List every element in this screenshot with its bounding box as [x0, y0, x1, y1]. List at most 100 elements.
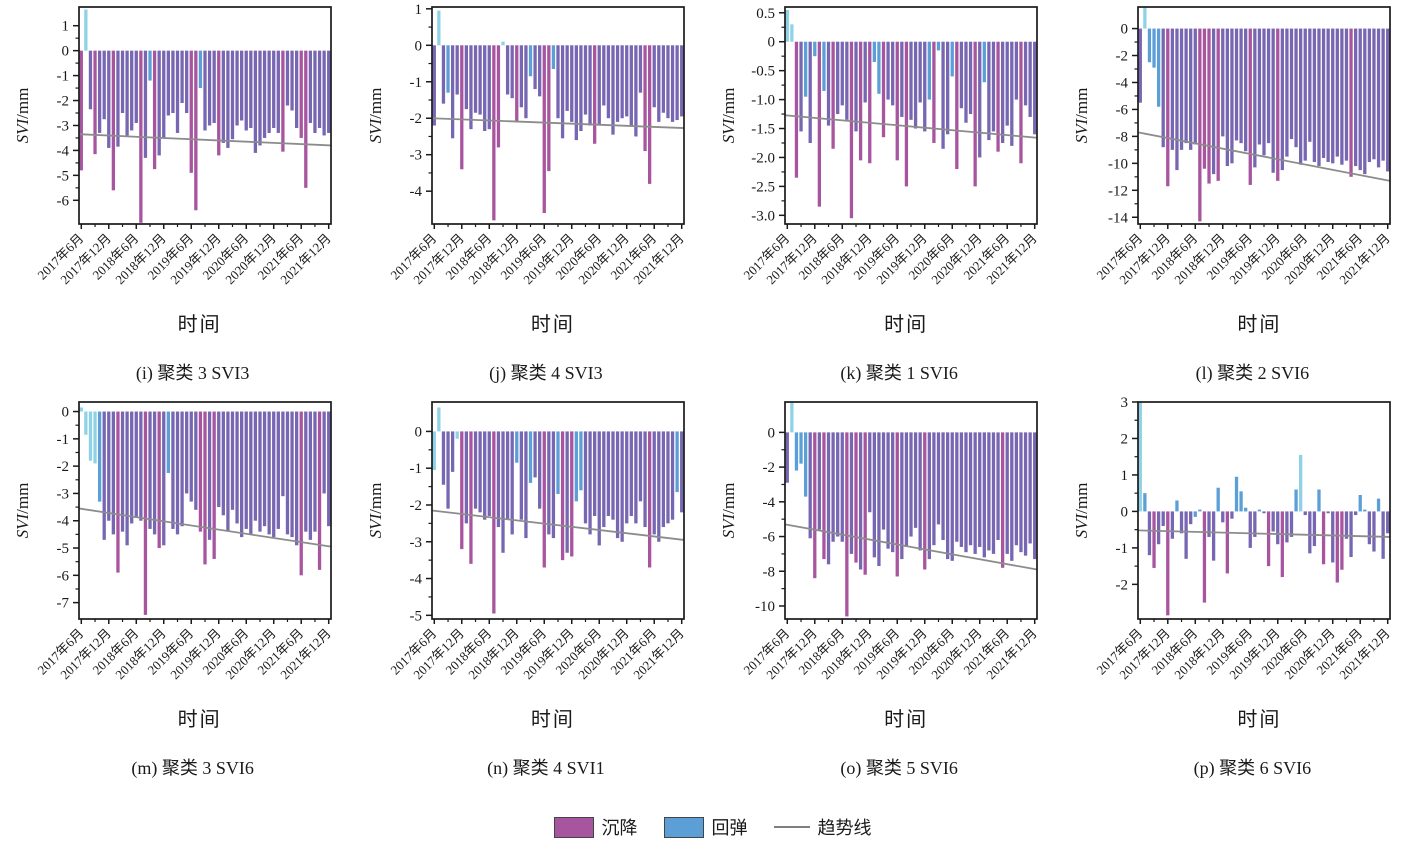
- svg-text:0: 0: [768, 35, 776, 51]
- svg-text:-2: -2: [1116, 49, 1129, 65]
- svg-text:0: 0: [414, 424, 422, 440]
- svg-text:-2: -2: [56, 459, 69, 475]
- chart-cell-m: 0 -1 -2 -3 -4 -5 -6 -7 2017年6月 2017年12月 2018年6月 201…: [6, 395, 359, 780]
- legend-item-subsidence: 沉降: [553, 814, 638, 840]
- x-axis-title: 时间: [177, 314, 222, 336]
- svg-text:-4: -4: [409, 572, 422, 588]
- legend-label-subsidence: 沉降: [601, 818, 638, 838]
- svg-text:1: 1: [1121, 468, 1129, 484]
- svg-text:-4: -4: [1116, 75, 1129, 91]
- x-axis-title: 时间: [1237, 314, 1282, 336]
- svg-text:3: 3: [1121, 395, 1129, 411]
- svg-text:-2: -2: [56, 94, 69, 110]
- chart-caption-o: (o) 聚类 5 SVI6: [840, 758, 958, 778]
- svg-text:-1.5: -1.5: [751, 122, 775, 138]
- chart-caption-k: (k) 聚类 1 SVI6: [840, 363, 958, 383]
- x-axis-title: 时间: [884, 709, 929, 731]
- chart-plot-k: 0.50-0.5-1.0-1.5-2.0-2.5-3.02017年6月2017年…: [719, 6, 1040, 287]
- svg-text:-2: -2: [1116, 577, 1129, 593]
- svg-text:SVI/mm: SVI/mm: [366, 88, 385, 144]
- svg-text:-5: -5: [409, 608, 422, 624]
- x-axis-title: 时间: [177, 709, 222, 731]
- chart-plot-m: 0-1-2-3-4-5-6-72017年6月2017年12月2018年6月201…: [13, 401, 333, 682]
- svg-text:-1.0: -1.0: [751, 93, 775, 109]
- svg-text:0.5: 0.5: [756, 6, 775, 22]
- legend-item-rebound: 回弹: [663, 814, 748, 840]
- svg-text:-10: -10: [1108, 156, 1128, 172]
- chart-plot-j: 10-1-2-3-42017年6月2017年12月2018年6月2018年12月…: [366, 2, 687, 287]
- chart-cell-o: 0 -2 -4 -6 -8 -10 2017年6月 2017年12月 2018年6月 2018年1…: [713, 395, 1066, 780]
- chart-plot-o: 0-2-4-6-8-102017年6月2017年12月2018年6月2018年1…: [719, 401, 1040, 682]
- svg-text:1: 1: [61, 19, 69, 35]
- svg-text:-4: -4: [763, 495, 776, 511]
- svg-text:-4: -4: [56, 514, 69, 530]
- trend-line-sample: [773, 826, 810, 828]
- svg-text:0: 0: [1121, 504, 1129, 520]
- chart-plot-i: 10-1-2-3-4-5-62017年6月2017年12月2018年6月2018…: [13, 6, 333, 287]
- svg-text:-3: -3: [56, 118, 69, 134]
- chart-caption-i: (i) 聚类 3 SVI3: [135, 363, 250, 383]
- chart-caption-l: (l) 聚类 2 SVI6: [1195, 363, 1310, 383]
- svg-text:-0.5: -0.5: [751, 64, 775, 80]
- svg-text:-6: -6: [1116, 102, 1129, 118]
- x-axis-title: 时间: [1237, 709, 1282, 731]
- svg-text:SVI/mm: SVI/mm: [719, 88, 738, 144]
- svg-text:-1: -1: [56, 432, 69, 448]
- subsidence-swatch: [553, 816, 594, 838]
- chart-plot-l: 0-2-4-6-8-10-12-142017年6月2017年12月2018年6月…: [1072, 6, 1393, 287]
- svg-text:-2: -2: [763, 460, 776, 476]
- chart-grid-row-2: 0 -1 -2 -3 -4 -5 -6 -7 2017年6月 2017年12月 2018年6月 201…: [0, 395, 1425, 780]
- svg-text:-6: -6: [56, 193, 69, 209]
- chart-caption-p: (p) 聚类 6 SVI6: [1193, 758, 1312, 778]
- svg-text:-2.0: -2.0: [751, 150, 775, 166]
- svg-text:-3: -3: [409, 148, 422, 164]
- svg-text:0: 0: [61, 405, 69, 421]
- svg-text:-4: -4: [409, 184, 422, 200]
- chart-cell-i: 1 0 -1 -2 -3 -4 -5 -6 2017年6月 2017年12月 2018年6月 2018…: [6, 0, 359, 385]
- svg-text:-2.5: -2.5: [751, 179, 775, 195]
- x-axis-title: 时间: [530, 314, 575, 336]
- svg-text:-2: -2: [409, 498, 422, 514]
- svg-text:SVI/mm: SVI/mm: [13, 88, 32, 144]
- chart-cell-j: 1 0 -1 -2 -3 -4 2017年6月 2017年12月 2018年6月 2018年12月…: [359, 0, 712, 385]
- svg-text:-6: -6: [763, 530, 776, 546]
- svg-text:-1: -1: [1116, 541, 1129, 557]
- svg-text:1: 1: [414, 2, 422, 18]
- svg-text:-14: -14: [1108, 210, 1128, 226]
- svg-text:0: 0: [1121, 22, 1129, 38]
- svg-text:SVI/mm: SVI/mm: [1072, 483, 1091, 539]
- chart-cell-n: 0 -1 -2 -3 -4 -5 2017年6月 2017年12月 2018年6月 2018年12…: [359, 395, 712, 780]
- svg-text:0: 0: [768, 425, 776, 441]
- svg-text:-10: -10: [755, 599, 775, 615]
- svg-text:-7: -7: [56, 596, 69, 612]
- svg-text:-1: -1: [409, 461, 422, 477]
- svg-text:-2: -2: [409, 111, 422, 127]
- svg-text:SVI/mm: SVI/mm: [1072, 88, 1091, 144]
- chart-caption-m: (m) 聚类 3 SVI6: [131, 758, 254, 778]
- svg-text:-8: -8: [1116, 129, 1129, 145]
- chart-cell-l: 0 -2 -4 -6 -8 -10 -12 -14 2017年6月 2017年12月 2018年6月…: [1066, 0, 1419, 385]
- legend: 沉降 回弹 趋势线: [0, 814, 1425, 840]
- svg-text:-3.0: -3.0: [751, 208, 775, 224]
- svg-text:-1: -1: [56, 69, 69, 85]
- legend-label-rebound: 回弹: [711, 818, 748, 838]
- svg-text:2: 2: [1121, 431, 1129, 447]
- svg-text:SVI/mm: SVI/mm: [719, 483, 738, 539]
- chart-plot-p: 3210-1-22017年6月2017年12月2018年6月2018年12月20…: [1072, 395, 1393, 682]
- svg-text:-8: -8: [763, 564, 776, 580]
- svg-text:-5: -5: [56, 541, 69, 557]
- x-axis-title: 时间: [530, 709, 575, 731]
- rebound-swatch: [663, 816, 704, 838]
- svg-text:-4: -4: [56, 143, 69, 159]
- chart-cell-k: 0.5 0 -0.5 -1.0 -1.5 -2.0 -2.5 -3.0 2017年6月 2017年…: [713, 0, 1066, 385]
- chart-plot-n: 0-1-2-3-4-52017年6月2017年12月2018年6月2018年12…: [366, 401, 687, 682]
- svg-text:SVI/mm: SVI/mm: [366, 483, 385, 539]
- chart-grid-row-1: 1 0 -1 -2 -3 -4 -5 -6 2017年6月 2017年12月 2018年6月 2018…: [0, 0, 1425, 385]
- svg-text:-6: -6: [56, 568, 69, 584]
- svg-text:0: 0: [61, 44, 69, 60]
- svg-text:-1: -1: [409, 75, 422, 91]
- svg-text:-12: -12: [1108, 183, 1128, 199]
- svg-text:0: 0: [414, 38, 422, 54]
- x-axis-title: 时间: [884, 314, 929, 336]
